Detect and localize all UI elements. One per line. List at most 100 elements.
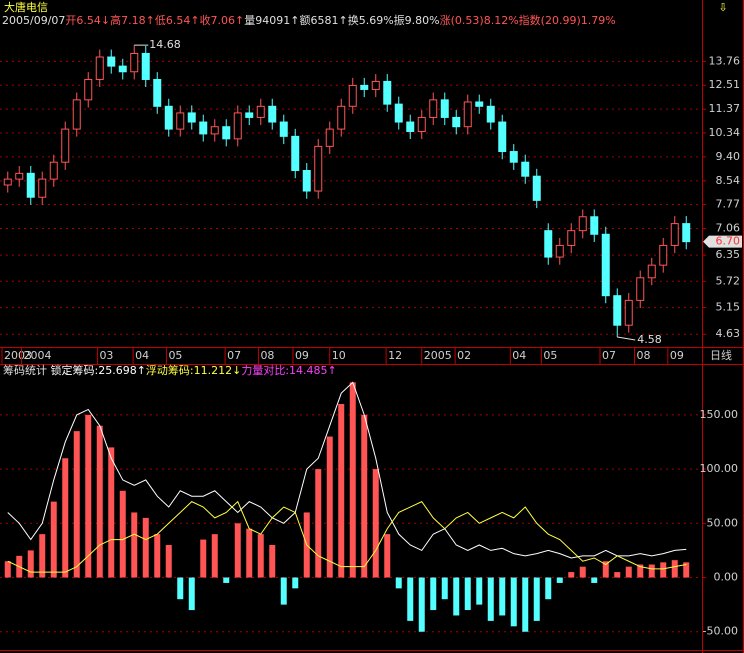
y-tick-label: 7.06 — [716, 222, 741, 235]
bar — [660, 562, 667, 578]
candle-body — [406, 121, 415, 132]
candle-body — [475, 101, 484, 107]
last-price-tag — [703, 235, 742, 248]
bar — [211, 534, 218, 578]
bar — [522, 577, 529, 632]
quote-line: 2005/09/07开6.54↓高7.18↑低6.54↑收7.06↑量94091… — [2, 13, 616, 27]
bar — [568, 572, 575, 578]
bar — [614, 572, 621, 578]
bar — [499, 577, 506, 616]
candle-body — [38, 178, 47, 198]
quote-item: 指数 — [519, 13, 541, 27]
candle-body — [498, 121, 507, 153]
y-tick-label: 6.35 — [716, 248, 741, 261]
candle-body — [682, 223, 691, 243]
y-tick-label: -50.00 — [703, 625, 738, 638]
bar — [108, 447, 115, 578]
high-label: 14.68 — [149, 38, 181, 51]
candle-body — [670, 223, 679, 246]
y-tick-label: 10.34 — [709, 126, 741, 139]
candle-body — [383, 80, 392, 105]
scroll-icon[interactable]: ⇩ — [718, 1, 727, 14]
candle-body — [636, 277, 645, 301]
x-tick-label: 05 — [543, 349, 557, 362]
candle-body — [371, 80, 380, 90]
series-line — [7, 381, 687, 559]
candle-body — [141, 52, 150, 80]
candle-body — [302, 170, 311, 192]
x-tick-label: 10 — [332, 349, 346, 362]
bar — [441, 577, 448, 600]
candle-body — [578, 216, 587, 232]
indicator-legend: 筹码统计 锁定筹码:25.698↑浮动筹码:11.212↓力量对比:14.485… — [3, 363, 337, 377]
y-tick-label: 5.15 — [716, 301, 741, 314]
x-tick-label: 08 — [637, 349, 651, 362]
candle-body — [95, 56, 104, 80]
y-tick-label: 0.00 — [714, 571, 739, 584]
bar — [648, 564, 655, 578]
bar — [326, 436, 333, 578]
bar — [62, 458, 69, 578]
candle-body — [486, 105, 495, 123]
candle-body — [245, 112, 254, 118]
bar — [671, 560, 678, 578]
bar — [131, 512, 138, 578]
candle-body — [130, 52, 139, 73]
x-tick-label: 09 — [670, 349, 684, 362]
candle-body — [532, 175, 541, 201]
candle-body — [452, 116, 461, 128]
y-tick-label: 13.76 — [709, 54, 741, 67]
y-tick-label: 50.00 — [707, 516, 739, 529]
bar — [200, 539, 207, 578]
x-tick-label: 2003 — [4, 349, 32, 362]
y-tick-label: 8.54 — [716, 174, 741, 187]
bar — [177, 577, 184, 600]
candle-body — [463, 101, 472, 128]
candle-body — [429, 99, 438, 118]
bar — [223, 577, 230, 583]
bar — [73, 431, 80, 578]
candle-body — [222, 126, 231, 140]
bar — [395, 577, 402, 589]
candle-body — [509, 151, 518, 163]
bar — [39, 534, 46, 578]
legend-entry: 浮动筹码:11.212↓ — [146, 363, 241, 377]
candle-body — [256, 105, 265, 118]
candle-body — [291, 135, 300, 172]
bar — [418, 577, 425, 632]
candle-body — [659, 244, 668, 266]
quote-item: 2005/09/07 — [2, 14, 65, 27]
y-tick-label: 150.00 — [700, 408, 739, 421]
quote-item: 换5.69% — [348, 13, 394, 27]
bar — [85, 414, 92, 578]
stock-name: 大唐电信 — [4, 0, 48, 14]
bar — [556, 577, 563, 583]
candle-body — [394, 103, 403, 123]
x-tick-label: 04 — [512, 349, 526, 362]
candle-body — [314, 145, 323, 192]
quote-item: 收7.06↑ — [200, 13, 245, 27]
bar — [487, 577, 494, 621]
bar — [349, 382, 356, 578]
indicator-title: 筹码统计 — [3, 363, 47, 377]
legend-entry: 锁定筹码:25.698↑ — [51, 363, 146, 377]
candle-body — [61, 128, 70, 163]
candle-body — [26, 172, 35, 198]
quote-item: 高7.18↑ — [110, 13, 155, 27]
candle-body — [624, 299, 633, 326]
quote-item: 低6.54↑ — [155, 14, 200, 27]
y-tick-label: 100.00 — [700, 462, 739, 475]
bar — [384, 534, 391, 578]
candle-body — [440, 99, 449, 118]
bar — [142, 517, 149, 578]
bar — [246, 528, 253, 578]
bar — [683, 562, 690, 578]
bar — [625, 566, 632, 578]
bar — [4, 561, 11, 578]
y-tick-label: 4.63 — [716, 327, 741, 340]
bar — [430, 577, 437, 611]
x-tick-label: 09 — [295, 349, 309, 362]
candle-body — [15, 172, 24, 180]
bar — [315, 469, 322, 578]
